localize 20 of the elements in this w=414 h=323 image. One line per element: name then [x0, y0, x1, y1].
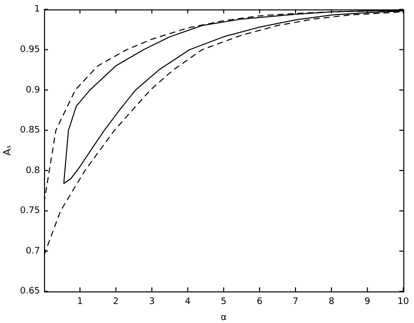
x-tick-label: 7 — [292, 297, 298, 308]
x-tick-label: 4 — [184, 297, 191, 308]
y-tick-label: 0.9 — [26, 85, 40, 96]
x-tick-label: 3 — [148, 297, 155, 308]
y-tick-label: 0.95 — [20, 45, 40, 56]
x-tick-label: 1 — [77, 297, 83, 308]
y-tick-label: 0.8 — [26, 166, 40, 176]
y-tick-label: 0.7 — [26, 246, 40, 256]
y-tick-label: 0.85 — [20, 126, 40, 136]
x-tick-label: 9 — [364, 297, 370, 308]
x-axis-title: α — [220, 312, 227, 323]
x-tick-label: 2 — [113, 297, 119, 308]
x-tick-label: 8 — [328, 297, 335, 308]
y-tick-label: 1 — [34, 4, 40, 15]
y-tick-label: 0.65 — [20, 286, 40, 297]
x-tick-label: 6 — [256, 297, 263, 308]
y-tick-label: 0.75 — [20, 206, 40, 216]
y-axis-title: Aₛ — [2, 144, 14, 156]
x-tick-label: 5 — [220, 297, 227, 308]
x-tick-label: 10 — [398, 297, 410, 308]
